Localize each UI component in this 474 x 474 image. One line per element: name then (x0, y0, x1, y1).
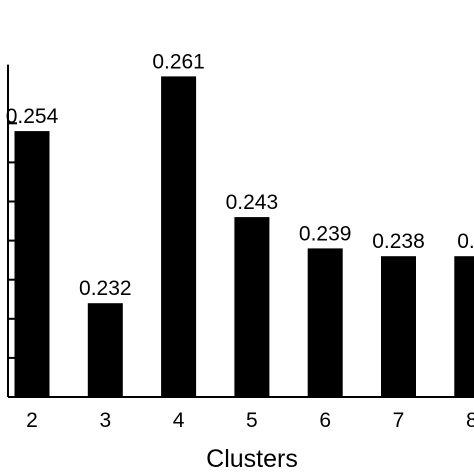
data-label-2: 0.254 (6, 105, 59, 128)
x-tick-label-3: 3 (99, 409, 111, 432)
data-label-7: 0.238 (372, 230, 425, 253)
data-label-4: 0.261 (152, 50, 205, 73)
x-tick-label-4: 4 (173, 409, 185, 432)
x-tick-label-6: 6 (319, 409, 331, 432)
bar-3 (87, 303, 123, 397)
data-labels-group: 0.254 0.232 0.261 0.243 0.239 0.238 0.2 (6, 50, 474, 300)
data-label-8: 0.2 (457, 230, 474, 253)
axes-group (7, 64, 474, 398)
bar-7 (381, 256, 416, 397)
x-axis-label: Clusters (206, 445, 298, 473)
bar-2 (14, 131, 50, 397)
x-tick-label-7: 7 (393, 409, 405, 432)
y-ticks-group (8, 122, 17, 359)
x-ticks-group (31, 388, 473, 397)
bars-group (14, 76, 474, 398)
x-tick-label-2: 2 (26, 409, 38, 432)
bar-5 (234, 217, 270, 397)
bar-4 (161, 76, 197, 398)
data-label-3: 0.232 (79, 277, 132, 300)
data-label-5: 0.243 (226, 191, 279, 214)
bar-6 (307, 248, 343, 397)
x-tick-label-5: 5 (246, 409, 258, 432)
x-tick-label-8: 8 (466, 409, 474, 432)
x-tick-labels-group: 2 3 4 5 6 7 8 (26, 409, 474, 432)
data-label-6: 0.239 (299, 222, 352, 245)
bar-8 (454, 256, 474, 397)
